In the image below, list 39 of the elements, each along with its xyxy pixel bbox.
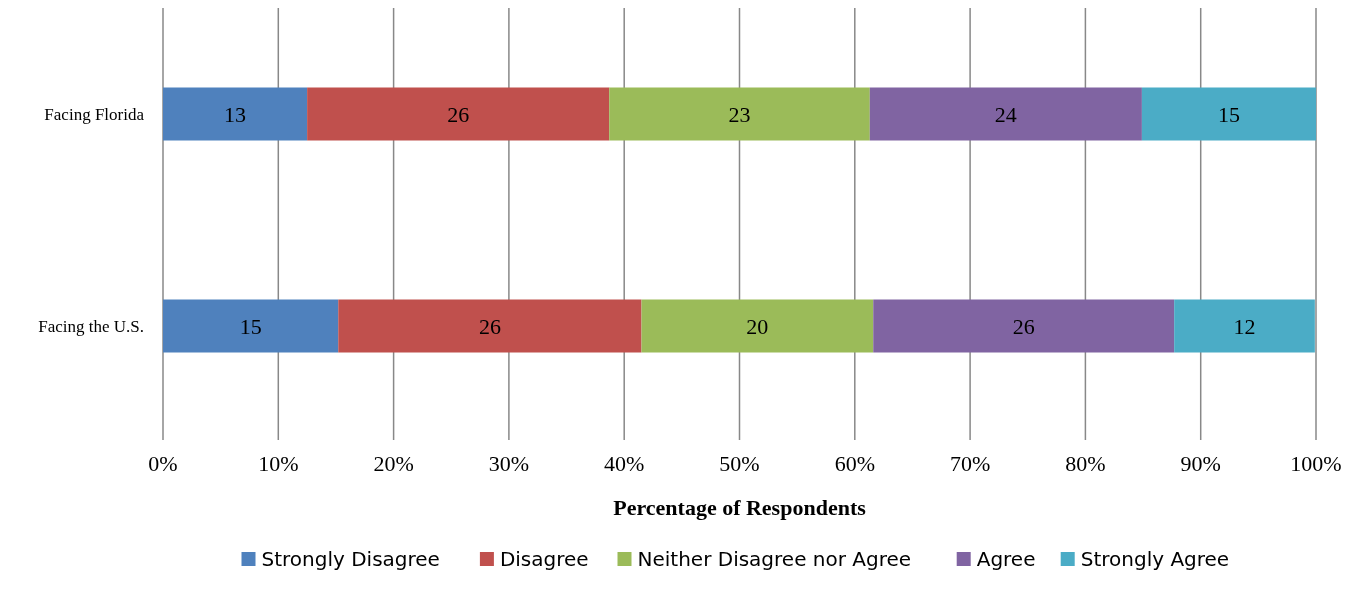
x-tick-label: 0%: [148, 451, 178, 476]
x-tick-label: 90%: [1180, 451, 1221, 476]
data-label: 15: [1217, 101, 1240, 127]
y-tick-label: Facing Florida: [44, 104, 145, 124]
bar: [163, 299, 339, 353]
bar: [1141, 87, 1316, 141]
data-label: 24: [994, 101, 1017, 127]
data-label: 20: [746, 313, 769, 339]
bar: [873, 299, 1175, 353]
bar: [641, 299, 874, 353]
data-label: 15: [239, 313, 262, 339]
x-tick-label: 20%: [373, 451, 414, 476]
bar: [163, 87, 308, 141]
x-tick-label: 100%: [1290, 451, 1342, 476]
data-label: 13: [224, 101, 247, 127]
legend-label: Strongly Agree: [1080, 547, 1230, 571]
legend-label: Neither Disagree nor Agree: [637, 547, 912, 571]
legend-label: Strongly Disagree: [261, 547, 440, 571]
x-tick-label: 60%: [834, 451, 875, 476]
bar: [307, 87, 610, 141]
legend-label: Disagree: [499, 547, 589, 571]
x-tick-label: 70%: [949, 451, 991, 476]
bar: [609, 87, 870, 141]
data-label: 26: [1012, 313, 1035, 339]
data-label: 12: [1233, 313, 1256, 339]
x-tick-label: 10%: [258, 451, 299, 476]
data-label: 23: [728, 101, 751, 127]
x-tick-label: 80%: [1065, 451, 1106, 476]
data-label: 26: [447, 101, 470, 127]
x-tick-label: 50%: [719, 451, 760, 476]
bar: [1174, 299, 1315, 353]
x-tick-label: 40%: [604, 451, 645, 476]
x-axis-title: Percentage of Respondents: [613, 495, 867, 520]
bar: [869, 87, 1142, 141]
data-label: 26: [478, 313, 501, 339]
legend-label: Agree: [976, 547, 1036, 571]
bar: [338, 299, 642, 353]
y-tick-label: Facing the U.S.: [38, 316, 144, 336]
x-tick-label: 30%: [488, 451, 530, 476]
